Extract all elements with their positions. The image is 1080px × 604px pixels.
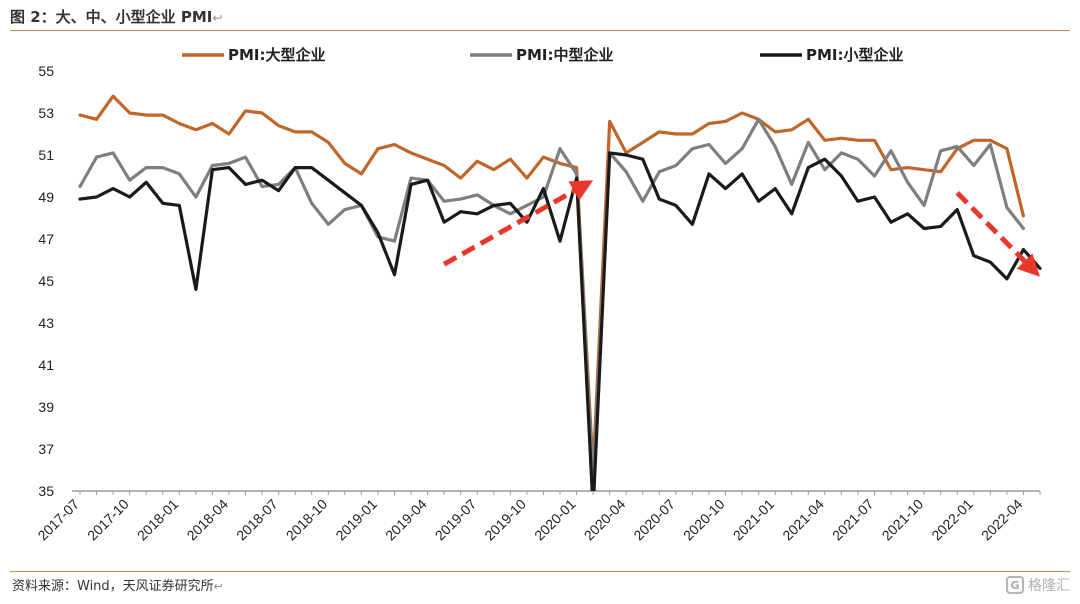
x-tick-label: 2019-01 [332, 496, 380, 544]
x-tick-label: 2022-01 [928, 496, 976, 544]
x-tick-label: 2021-01 [730, 496, 778, 544]
series-line-3 [78, 151, 1042, 491]
chart-legend: PMI:大型企业 PMI:中型企业 PMI:小型企业 [182, 46, 904, 64]
y-tick-label: 35 [38, 483, 54, 499]
return-mark-icon: ↩ [212, 11, 223, 25]
x-tick-label: 2020-10 [680, 496, 728, 544]
x-tick-label: 2019-04 [382, 496, 430, 544]
annotation-arrow-head [568, 180, 594, 201]
series-line-1 [78, 94, 1025, 472]
figure-title: 图 2：大、中、小型企业 PMI↩ [10, 4, 1070, 30]
x-tick-label: 2020-07 [630, 496, 678, 544]
x-tick-label: 2018-01 [134, 496, 182, 544]
pmi-line-chart: PMI:大型企业 PMI:中型企业 PMI:小型企业 35 37 39 41 43 45 47 4… [34, 46, 1042, 544]
x-tick-label: 2020-01 [531, 496, 579, 544]
y-tick-label: 45 [38, 273, 54, 289]
watermark: G 格隆汇 [1006, 575, 1070, 595]
y-tick-label: 41 [38, 357, 54, 373]
annotation-arrow-shaft [442, 188, 576, 267]
y-tick-label: 51 [38, 147, 54, 163]
x-tick-label: 2021-04 [779, 496, 827, 544]
x-tick-label: 2022-04 [978, 496, 1026, 544]
source-text: 资料来源：Wind，天风证券研究所 [12, 579, 214, 594]
y-tick-label: 43 [38, 315, 54, 331]
figure-title-text: 图 2：大、中、小型企业 PMI [10, 8, 213, 26]
y-tick-label: 39 [38, 399, 54, 415]
x-tick-label: 2018-10 [283, 496, 331, 544]
watermark-text: 格隆汇 [1028, 578, 1070, 594]
y-tick-label: 53 [38, 105, 54, 121]
y-tick-label: 55 [38, 63, 54, 79]
x-tick-label: 2021-07 [829, 496, 877, 544]
series-line-2 [78, 117, 1025, 483]
legend-label: PMI:中型企业 [516, 46, 614, 64]
annotation-layer [442, 180, 1040, 277]
y-tick-label: 37 [38, 441, 54, 457]
legend-label: PMI:小型企业 [806, 46, 904, 64]
x-tick-label: 2017-07 [34, 496, 82, 544]
y-tick-label: 49 [38, 189, 54, 205]
x-tick-label: 2019-10 [481, 496, 529, 544]
source-note: 资料来源：Wind，天风证券研究所↩ [12, 576, 223, 598]
x-tick-label: 2018-07 [233, 496, 281, 544]
watermark-logo-icon: G [1006, 576, 1024, 594]
legend-label: PMI:大型企业 [228, 46, 326, 64]
top-divider [10, 30, 1070, 31]
annotation-arrow-shaft [955, 191, 1027, 263]
x-tick-label: 2018-04 [183, 496, 231, 544]
y-tick-label: 47 [38, 231, 54, 247]
x-tick-label: 2017-10 [84, 496, 132, 544]
series-layer [78, 94, 1042, 491]
x-tick-label: 2020-04 [581, 496, 629, 544]
x-tick-label: 2019-07 [432, 496, 480, 544]
annotation-arrow-head [1016, 253, 1040, 277]
return-mark-icon: ↩ [213, 580, 223, 593]
x-tick-label: 2021-10 [879, 496, 927, 544]
bottom-divider [10, 571, 1070, 572]
